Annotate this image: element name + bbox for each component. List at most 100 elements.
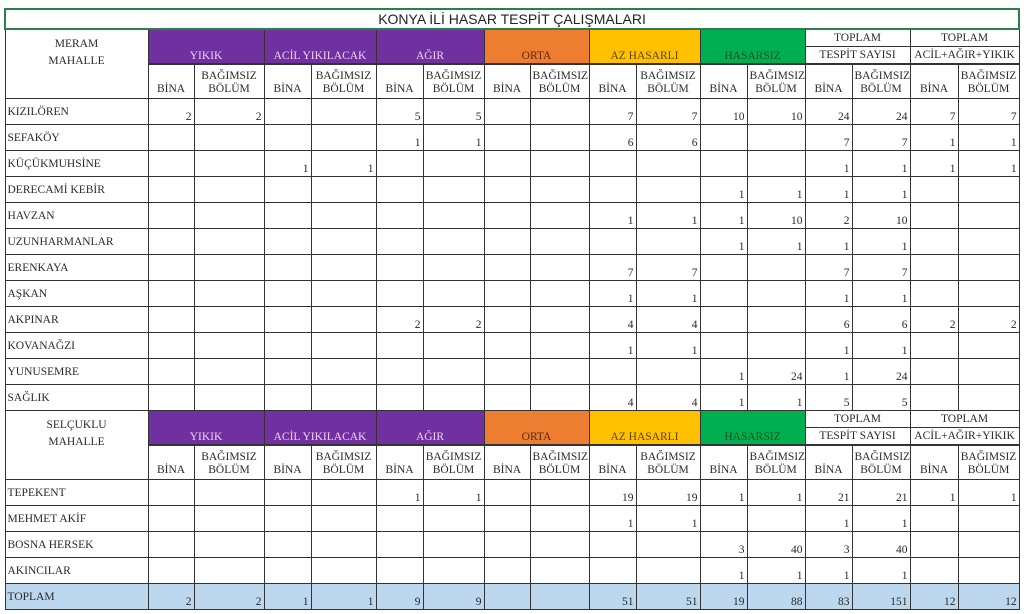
cell-bina[interactable] [147, 202, 195, 229]
cell-bagimsiz-bolum[interactable] [529, 228, 590, 255]
cell-bagimsiz-bolum[interactable] [422, 358, 485, 385]
cell-bina[interactable] [147, 505, 195, 532]
cell-bagimsiz-bolum[interactable]: 10 [851, 202, 911, 229]
cell-bagimsiz-bolum[interactable] [310, 202, 377, 229]
cell-bagimsiz-bolum[interactable] [957, 531, 1020, 558]
cell-bagimsiz-bolum[interactable] [746, 505, 806, 532]
cell-bina[interactable] [147, 557, 195, 584]
cell-bina[interactable] [483, 557, 531, 584]
cell-bina[interactable]: 1 [588, 332, 637, 359]
cell-bagimsiz-bolum[interactable]: 1 [746, 228, 806, 255]
cell-bagimsiz-bolum[interactable] [529, 384, 590, 411]
cell-bagimsiz-bolum[interactable] [529, 557, 590, 584]
cell-bina[interactable]: 5 [375, 98, 424, 125]
cell-bagimsiz-bolum[interactable] [193, 254, 265, 281]
cell-bina[interactable]: 1 [804, 332, 853, 359]
cell-bina[interactable] [375, 557, 424, 584]
cell-bagimsiz-bolum[interactable] [422, 280, 485, 307]
cell-bagimsiz-bolum[interactable] [310, 228, 377, 255]
cell-bagimsiz-bolum[interactable] [422, 254, 485, 281]
cell-bagimsiz-bolum[interactable]: 1 [957, 150, 1020, 177]
cell-bina[interactable] [263, 358, 312, 385]
cell-bina[interactable]: 9 [375, 583, 424, 610]
cell-bagimsiz-bolum[interactable] [310, 176, 377, 203]
cell-bagimsiz-bolum[interactable]: 7 [851, 254, 911, 281]
cell-bina[interactable]: 1 [804, 176, 853, 203]
cell-bina[interactable] [909, 384, 959, 411]
cell-bina[interactable] [909, 531, 959, 558]
cell-bagimsiz-bolum[interactable] [529, 176, 590, 203]
cell-bina[interactable]: 1 [804, 557, 853, 584]
cell-bina[interactable] [699, 280, 748, 307]
cell-bagimsiz-bolum[interactable]: 1 [851, 280, 911, 307]
cell-bagimsiz-bolum[interactable] [529, 505, 590, 532]
cell-bagimsiz-bolum[interactable] [310, 557, 377, 584]
cell-bina[interactable]: 2 [909, 306, 959, 333]
cell-bagimsiz-bolum[interactable] [310, 505, 377, 532]
cell-bagimsiz-bolum[interactable]: 12 [957, 583, 1020, 610]
cell-bina[interactable] [909, 228, 959, 255]
cell-bagimsiz-bolum[interactable]: 1 [310, 583, 377, 610]
cell-bagimsiz-bolum[interactable]: 1 [635, 332, 701, 359]
cell-bina[interactable] [147, 280, 195, 307]
cell-bina[interactable] [483, 479, 531, 506]
cell-bina[interactable]: 2 [804, 202, 853, 229]
cell-bina[interactable]: 1 [699, 202, 748, 229]
cell-bina[interactable] [909, 280, 959, 307]
cell-bina[interactable] [909, 557, 959, 584]
cell-bina[interactable] [483, 124, 531, 151]
cell-bagimsiz-bolum[interactable] [310, 479, 377, 506]
cell-bina[interactable] [909, 254, 959, 281]
cell-bagimsiz-bolum[interactable]: 40 [746, 531, 806, 558]
cell-bina[interactable] [909, 202, 959, 229]
cell-bina[interactable] [909, 505, 959, 532]
cell-bagimsiz-bolum[interactable] [310, 306, 377, 333]
cell-bina[interactable] [147, 176, 195, 203]
cell-bina[interactable] [263, 479, 312, 506]
cell-bina[interactable]: 2 [147, 583, 195, 610]
cell-bagimsiz-bolum[interactable] [957, 505, 1020, 532]
cell-bina[interactable] [263, 384, 312, 411]
cell-bagimsiz-bolum[interactable]: 51 [635, 583, 701, 610]
cell-bagimsiz-bolum[interactable]: 1 [746, 384, 806, 411]
cell-bagimsiz-bolum[interactable]: 4 [635, 384, 701, 411]
cell-bina[interactable]: 1 [909, 124, 959, 151]
cell-bina[interactable] [263, 332, 312, 359]
cell-bagimsiz-bolum[interactable]: 5 [851, 384, 911, 411]
cell-bagimsiz-bolum[interactable]: 6 [635, 124, 701, 151]
cell-bagimsiz-bolum[interactable]: 1 [635, 280, 701, 307]
cell-bina[interactable] [263, 254, 312, 281]
cell-bagimsiz-bolum[interactable]: 19 [635, 479, 701, 506]
cell-bina[interactable] [483, 306, 531, 333]
cell-bina[interactable] [699, 306, 748, 333]
cell-bina[interactable] [263, 280, 312, 307]
cell-bagimsiz-bolum[interactable] [635, 557, 701, 584]
cell-bina[interactable] [483, 176, 531, 203]
cell-bina[interactable]: 1 [699, 557, 748, 584]
cell-bina[interactable] [263, 531, 312, 558]
cell-bagimsiz-bolum[interactable] [193, 176, 265, 203]
cell-bina[interactable] [147, 531, 195, 558]
cell-bina[interactable]: 6 [588, 124, 637, 151]
cell-bagimsiz-bolum[interactable]: 2 [193, 583, 265, 610]
cell-bina[interactable] [909, 176, 959, 203]
cell-bina[interactable]: 1 [375, 124, 424, 151]
cell-bina[interactable]: 1 [263, 583, 312, 610]
cell-bagimsiz-bolum[interactable] [193, 505, 265, 532]
cell-bagimsiz-bolum[interactable] [193, 332, 265, 359]
cell-bina[interactable] [483, 254, 531, 281]
cell-bagimsiz-bolum[interactable] [529, 531, 590, 558]
cell-bagimsiz-bolum[interactable] [310, 332, 377, 359]
cell-bagimsiz-bolum[interactable] [310, 254, 377, 281]
cell-bagimsiz-bolum[interactable] [193, 124, 265, 151]
cell-bina[interactable]: 1 [588, 280, 637, 307]
cell-bina[interactable] [263, 557, 312, 584]
cell-bagimsiz-bolum[interactable]: 151 [851, 583, 911, 610]
cell-bina[interactable]: 51 [588, 583, 637, 610]
cell-bina[interactable]: 1 [375, 479, 424, 506]
cell-bagimsiz-bolum[interactable] [529, 479, 590, 506]
cell-bina[interactable] [588, 176, 637, 203]
cell-bagimsiz-bolum[interactable] [529, 150, 590, 177]
cell-bagimsiz-bolum[interactable]: 2 [193, 98, 265, 125]
cell-bina[interactable]: 1 [804, 280, 853, 307]
